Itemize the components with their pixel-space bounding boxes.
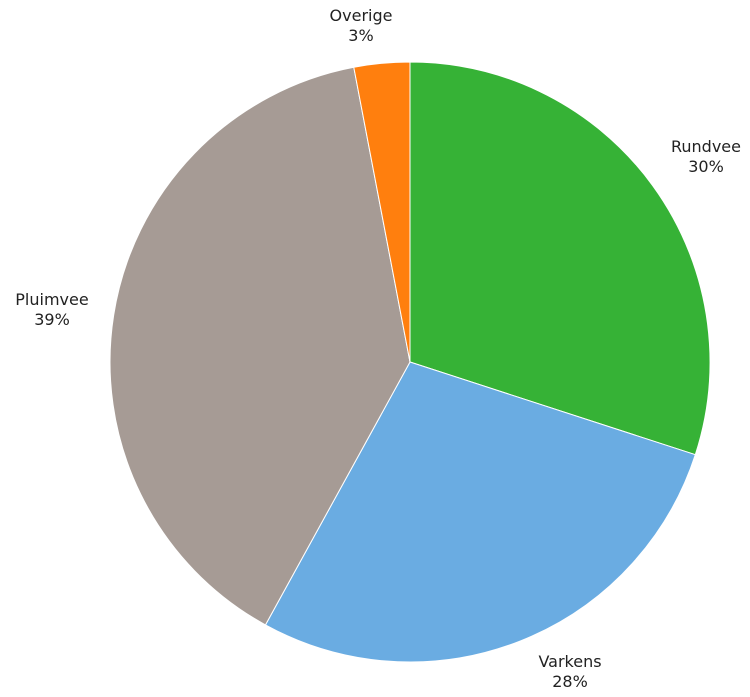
pie-slice-overige — [353, 61, 411, 363]
pie-slice-rundvee — [409, 61, 711, 456]
slice-name: Pluimvee — [15, 290, 88, 309]
slice-name: Rundvee — [671, 137, 741, 156]
slice-name: Overige — [330, 6, 393, 25]
slice-percent: 28% — [552, 672, 588, 691]
pie-labels: Rundvee 30% Varkens 28% Pluimvee 39% Overige 3% — [15, 6, 741, 691]
slice-percent: 39% — [34, 310, 70, 329]
pie-slice-pluimvee — [109, 66, 411, 626]
slice-label-varkens: Varkens 28% — [538, 652, 601, 691]
slice-label-overige: Overige 3% — [330, 6, 393, 45]
slice-percent: 3% — [348, 26, 373, 45]
slice-label-rundvee: Rundvee 30% — [671, 137, 741, 176]
pie-slices — [109, 61, 711, 663]
slice-name: Varkens — [538, 652, 601, 671]
slice-label-pluimvee: Pluimvee 39% — [15, 290, 88, 329]
pie-slice-varkens — [264, 361, 696, 663]
slice-percent: 30% — [688, 157, 724, 176]
